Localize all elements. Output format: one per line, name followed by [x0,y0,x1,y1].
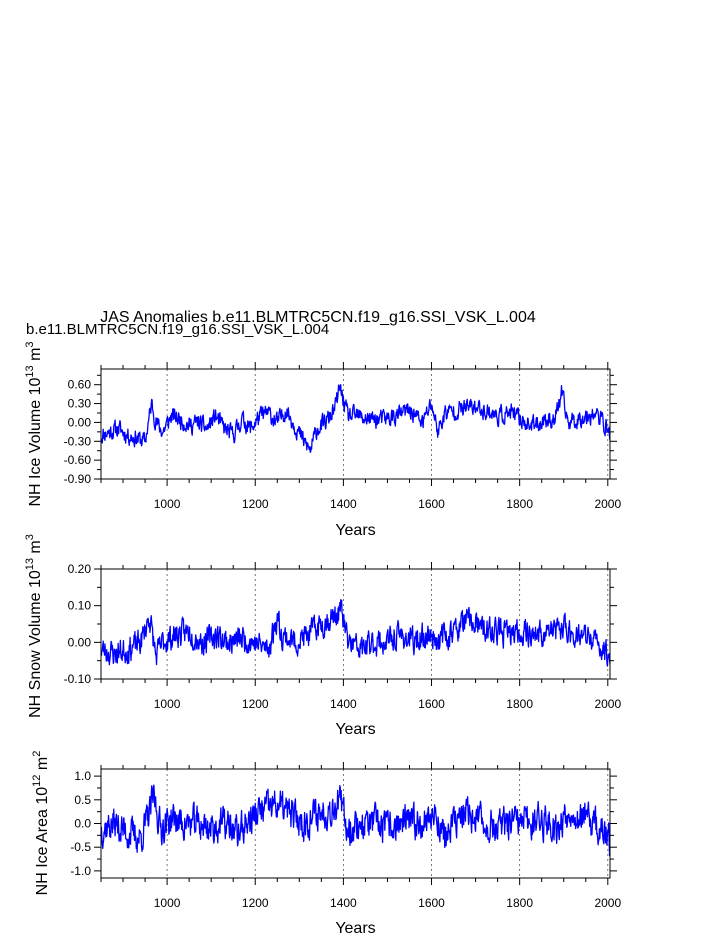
plot-frame [100,368,611,480]
y-axis-label-exponent: 13 [24,558,36,570]
y-axis-label: NH Snow Volume 1013 m3 [24,534,44,718]
series-line [100,384,611,453]
y-tick-label: 0.00 [68,635,92,649]
plot-frame [100,568,611,680]
y-axis-label-unit: m [34,757,51,775]
x-axis-label: Years [335,721,375,738]
y-tick-label: -0.60 [64,453,92,467]
y-axis-label-text: NH Ice Area 10 [34,787,51,896]
x-tick-label: 1000 [154,896,181,910]
figure-title: JAS Anomalies b.e11.BLMTRC5CN.f19_g16.SS… [100,309,536,326]
panel-2: 1000 1200 1400 1600 1800 2000 -0.10 0.00 0.10 0.2… [24,534,621,738]
y-axis-label-unit-exponent: 3 [24,341,36,347]
y-tick-label: -1.0 [70,864,91,878]
y-tick-label: 0.0 [74,817,91,831]
y-axis-label-unit-exponent: 2 [31,751,43,757]
x-tick-label: 1200 [242,497,269,511]
x-tick-label: 2000 [594,497,621,511]
series-line [100,599,611,667]
y-axis-label: NH Ice Volume 1013 m3 [24,341,44,506]
y-tick-label: 0.20 [68,562,92,576]
x-tick-label: 2000 [594,697,621,711]
x-tick-label: 1200 [242,896,269,910]
panel-1: 1000 1200 1400 1600 1800 2000 -0.90 -0.60 -0.30 0… [24,341,621,539]
x-tick-label: 1400 [330,497,357,511]
x-tick-label: 1000 [154,497,181,511]
x-tick-label: 1200 [242,697,269,711]
x-tick-label: 1600 [418,896,445,910]
x-axis-label: Years [335,920,375,935]
y-axis-label-unit-exponent: 3 [24,534,36,540]
y-axis-label: NH Ice Area 1012 m2 [31,751,51,896]
y-tick-label: 0.5 [74,793,91,807]
y-axis-label-exponent: 12 [31,775,43,787]
y-tick-label: 0.10 [68,599,92,613]
x-axis-label: Years [335,522,375,539]
x-tick-label: 1600 [418,697,445,711]
x-tick-label: 1400 [330,697,357,711]
y-tick-label: 1.0 [74,769,91,783]
panels-container: 1000 1200 1400 1600 1800 2000 -0.90 -0.60 -0.30 0… [24,341,621,935]
y-axis-label-text: NH Snow Volume 10 [27,570,44,718]
x-tick-label: 2000 [594,896,621,910]
series-line [100,784,611,857]
panel-3: 1000 1200 1400 1600 1800 2000 -1.0 -0.5 0.0 0.5 1.… [31,751,621,935]
x-tick-label: 1800 [506,896,533,910]
y-tick-label: -0.5 [70,840,91,854]
y-axis-label-exponent: 13 [24,365,36,377]
x-tick-label: 1800 [506,497,533,511]
figure-subtitle: b.e11.BLMTRC5CN.f19_g16.SSI_VSK_L.004 [26,321,329,338]
y-tick-label: 0.60 [68,378,92,392]
x-tick-label: 1800 [506,697,533,711]
y-tick-label: 0.30 [68,397,92,411]
y-tick-label: -0.10 [64,672,92,686]
y-axis-label-text: NH Ice Volume 10 [27,378,44,507]
y-tick-label: -0.30 [64,434,92,448]
y-axis-label-unit: m [27,540,44,558]
x-tick-label: 1000 [154,697,181,711]
y-axis-label-unit: m [27,348,44,366]
x-tick-label: 1400 [330,896,357,910]
y-tick-label: 0.00 [68,415,92,429]
y-tick-label: -0.90 [64,472,92,486]
x-tick-label: 1600 [418,497,445,511]
